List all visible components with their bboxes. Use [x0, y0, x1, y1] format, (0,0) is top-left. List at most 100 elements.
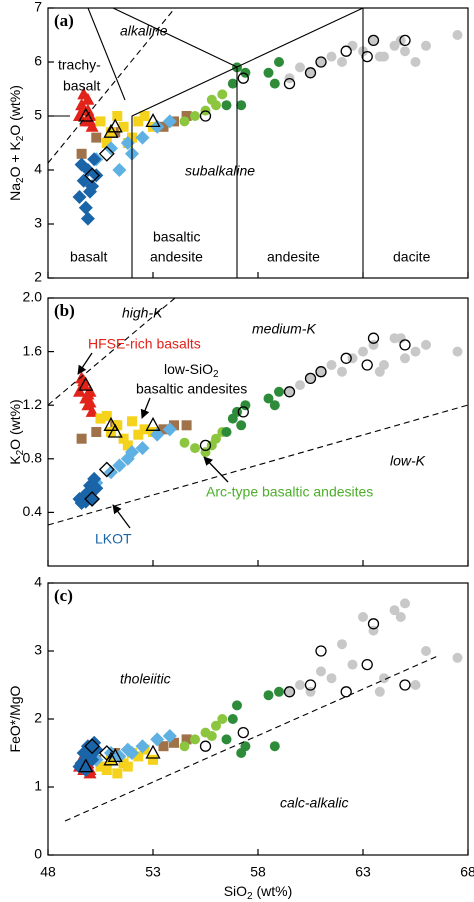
y-tick-label: 4 — [34, 574, 42, 590]
point — [139, 424, 150, 435]
y-tick-label: 1.6 — [23, 342, 43, 358]
x-axis-label: SiO2 (wt%) — [224, 883, 293, 902]
point — [162, 729, 177, 743]
point — [190, 443, 200, 454]
point — [367, 618, 380, 630]
point — [87, 735, 102, 750]
point — [399, 339, 411, 351]
point — [240, 741, 251, 752]
point — [112, 111, 123, 121]
point — [217, 89, 228, 100]
point — [361, 359, 373, 371]
point — [104, 141, 118, 156]
annotation: trachy- — [58, 57, 101, 73]
point — [295, 680, 305, 690]
point — [76, 148, 87, 159]
annotation: low-SiO2 — [164, 361, 219, 380]
point — [283, 386, 296, 398]
point — [179, 437, 190, 448]
point — [150, 732, 165, 747]
point — [347, 659, 358, 670]
y-tick-label: 0 — [34, 846, 42, 862]
point — [283, 686, 296, 698]
annotation: HFSE-rich basalts — [88, 336, 201, 352]
point — [221, 427, 232, 437]
point — [395, 35, 406, 46]
point — [421, 339, 431, 350]
point — [395, 612, 406, 622]
annotation: basalt — [63, 78, 100, 94]
point — [269, 741, 280, 752]
point — [85, 404, 99, 417]
point — [379, 673, 389, 684]
point — [162, 422, 177, 437]
point — [326, 360, 337, 370]
point — [367, 34, 380, 47]
point — [91, 427, 102, 437]
x-tick-label: 63 — [355, 864, 371, 880]
point — [77, 87, 91, 100]
point — [399, 679, 411, 691]
point — [227, 714, 238, 724]
annotation: Arc-type basaltic andesites — [206, 484, 373, 500]
point — [83, 184, 97, 199]
point — [304, 679, 317, 691]
point — [240, 400, 251, 411]
point — [340, 45, 352, 57]
alkaline-divide — [47, 7, 176, 164]
point — [340, 686, 352, 698]
point — [206, 731, 217, 741]
point — [133, 116, 144, 127]
annotation: calc-alkalic — [280, 795, 348, 811]
point — [84, 491, 101, 507]
tas-boundaries — [47, 7, 364, 278]
point — [367, 332, 380, 344]
point — [199, 439, 212, 452]
point — [181, 111, 192, 121]
x-tick-label: 58 — [250, 864, 266, 880]
point — [84, 738, 101, 755]
point — [263, 67, 274, 78]
point — [263, 690, 274, 701]
point — [169, 420, 179, 431]
y-axis-label: FeO*/MgO — [7, 685, 23, 752]
point — [361, 50, 373, 63]
tholeiitic-divide — [64, 654, 441, 822]
point — [101, 765, 112, 775]
point — [236, 100, 247, 111]
point — [181, 734, 192, 745]
point — [227, 78, 238, 89]
annotation: andesite — [150, 249, 203, 265]
y-axis-label: K2O (wt%) — [7, 399, 26, 464]
point — [107, 118, 123, 133]
point — [148, 754, 158, 765]
point — [179, 116, 190, 127]
point — [232, 700, 242, 711]
point — [304, 67, 317, 79]
point — [125, 445, 139, 460]
point — [78, 376, 94, 391]
point — [304, 372, 317, 385]
point — [315, 366, 327, 378]
point — [127, 416, 137, 427]
point — [120, 136, 135, 150]
point — [73, 384, 86, 397]
y-tick-label: 1.2 — [23, 396, 43, 412]
point — [374, 366, 385, 377]
point — [269, 400, 280, 411]
point — [135, 130, 150, 145]
point — [326, 673, 337, 684]
y-tick-label: 3 — [34, 642, 42, 658]
point — [263, 393, 274, 404]
point — [181, 420, 192, 431]
point — [400, 598, 410, 609]
point — [112, 163, 127, 177]
point — [295, 62, 305, 73]
point — [76, 433, 87, 444]
point — [374, 51, 385, 62]
point — [72, 190, 87, 204]
point — [145, 416, 161, 431]
point — [237, 406, 249, 418]
point — [133, 751, 144, 762]
